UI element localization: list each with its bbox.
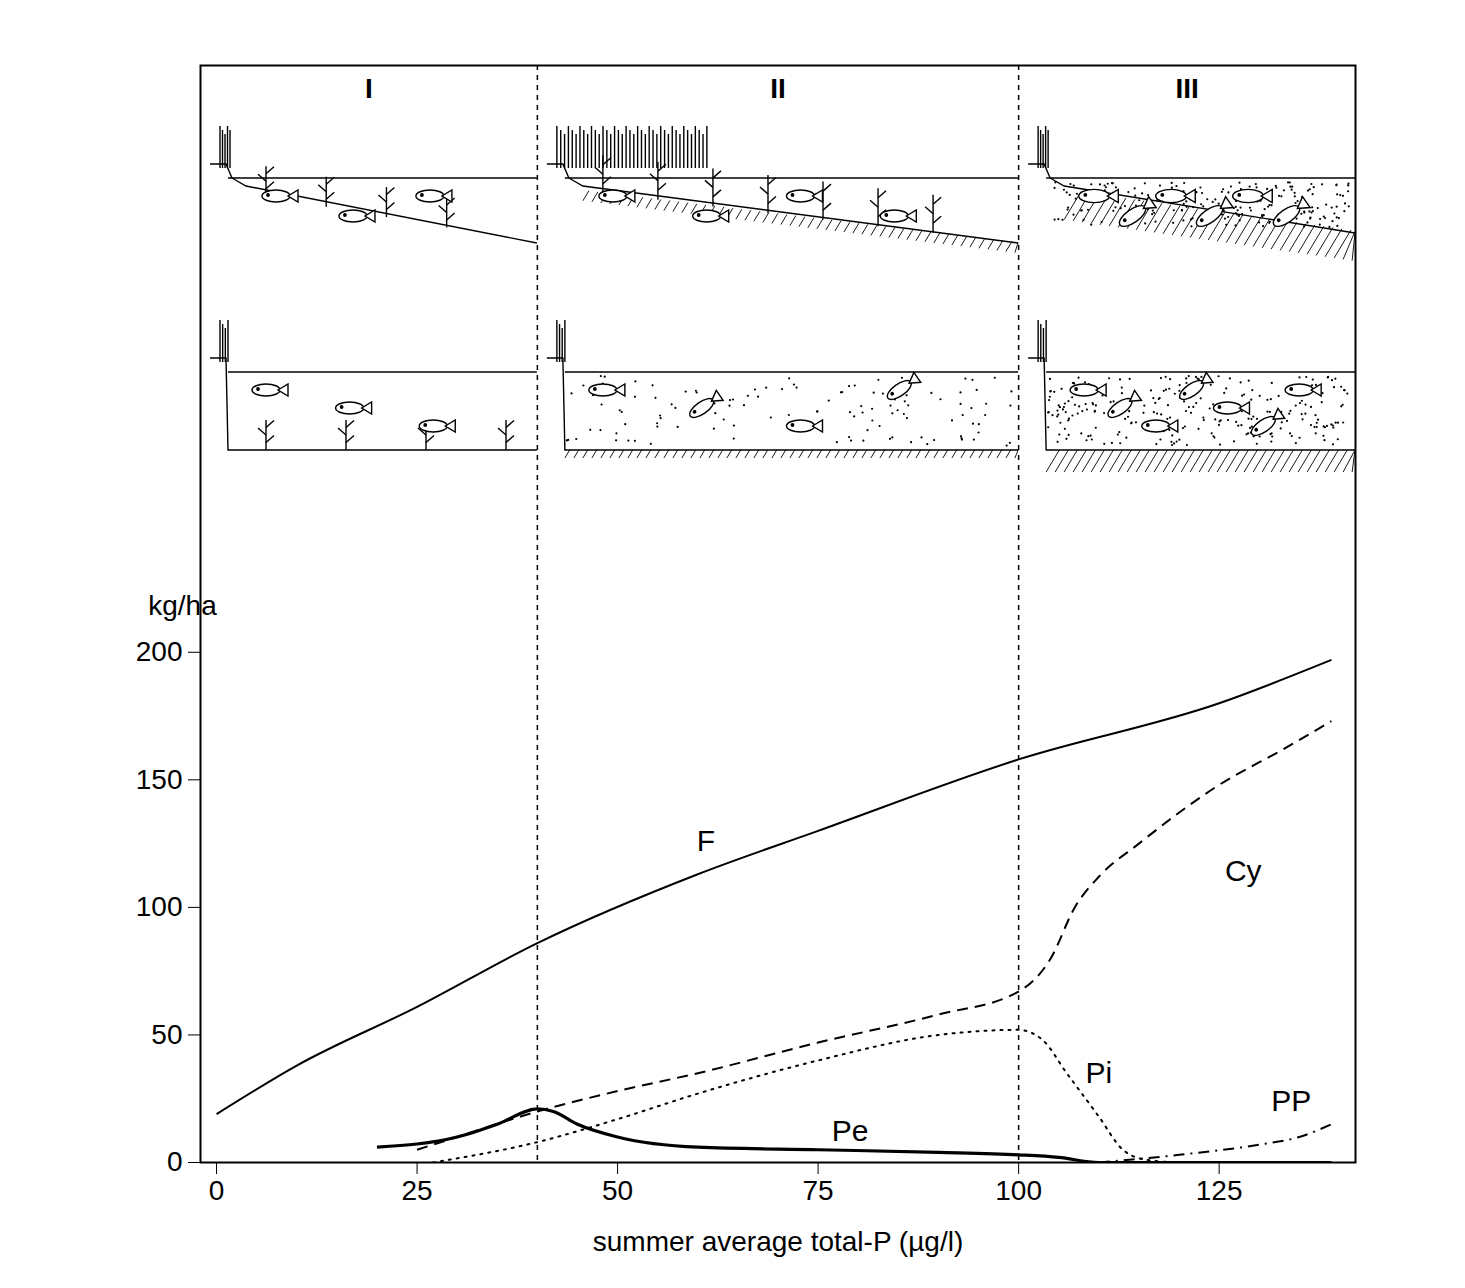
svg-text:0: 0 (167, 1146, 183, 1177)
svg-text:50: 50 (151, 1019, 182, 1050)
svg-text:75: 75 (803, 1175, 834, 1206)
svg-text:III: III (1175, 73, 1198, 104)
svg-text:Cy: Cy (1225, 854, 1262, 887)
svg-text:150: 150 (136, 764, 183, 795)
svg-text:I: I (365, 73, 373, 104)
svg-text:50: 50 (602, 1175, 633, 1206)
svg-text:100: 100 (995, 1175, 1042, 1206)
svg-text:PP: PP (1271, 1084, 1311, 1117)
svg-text:Pi: Pi (1085, 1056, 1112, 1089)
svg-text:II: II (770, 73, 786, 104)
svg-text:0: 0 (209, 1175, 225, 1206)
svg-text:kg/ha: kg/ha (148, 590, 217, 621)
svg-text:125: 125 (1196, 1175, 1243, 1206)
svg-text:200: 200 (136, 636, 183, 667)
svg-text:F: F (697, 824, 715, 857)
svg-text:100: 100 (136, 891, 183, 922)
svg-text:Pe: Pe (832, 1114, 869, 1147)
svg-text:summer average total-P (µg/l): summer average total-P (µg/l) (593, 1226, 963, 1257)
svg-text:25: 25 (401, 1175, 432, 1206)
